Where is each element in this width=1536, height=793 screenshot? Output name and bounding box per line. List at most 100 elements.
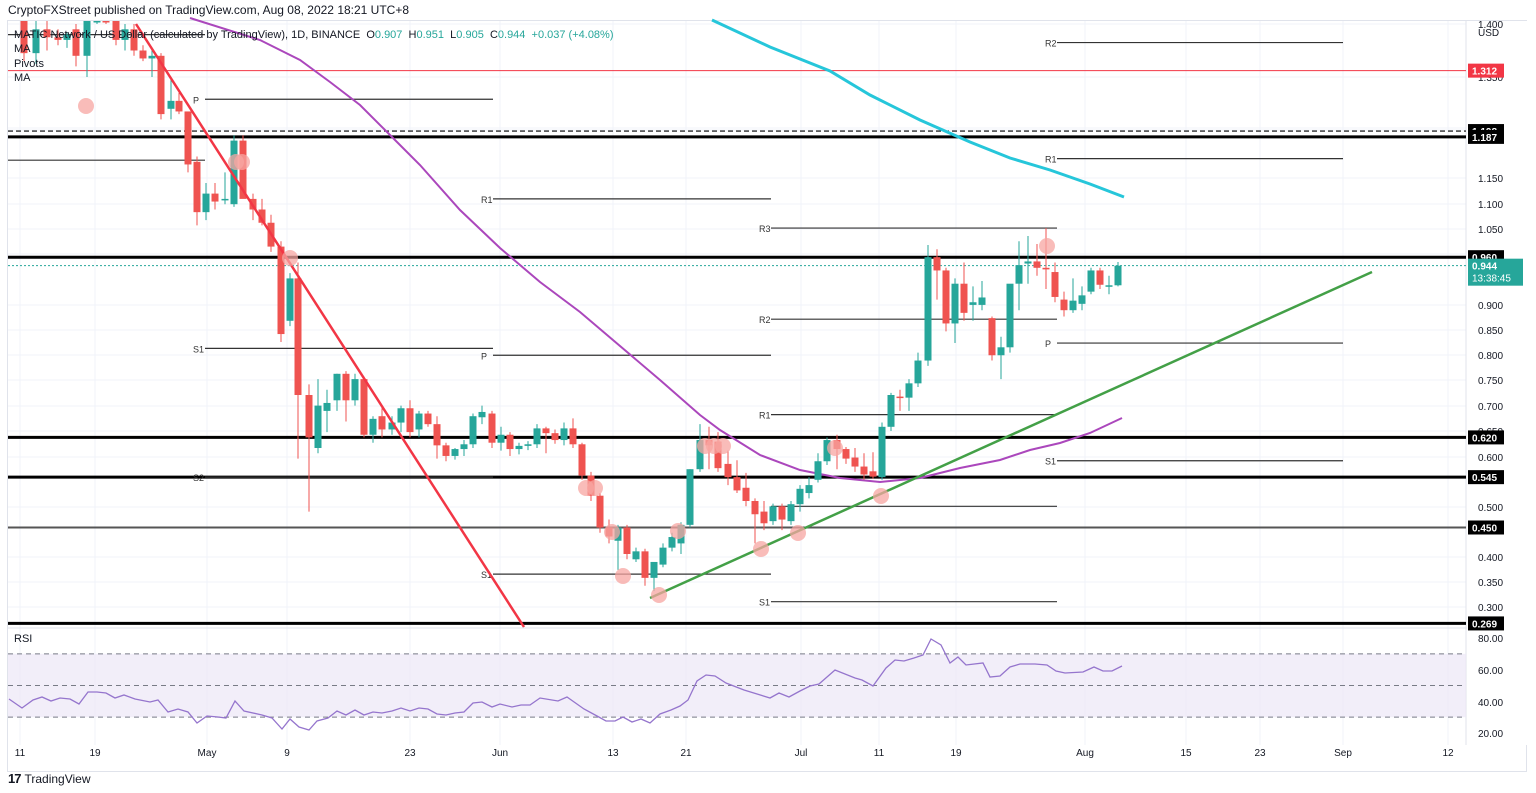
- candle-up: [286, 278, 294, 321]
- pivot-label: R2: [1045, 39, 1057, 49]
- ohlc-open: 0.907: [374, 29, 403, 41]
- candle-up: [1006, 283, 1014, 348]
- pivot-label: P: [481, 351, 487, 361]
- touch-marker: [670, 523, 686, 539]
- candle-down: [988, 318, 996, 356]
- candle-down: [506, 434, 514, 450]
- candle-up: [878, 426, 886, 478]
- time-tick: 19: [950, 748, 962, 759]
- time-tick: 13: [607, 748, 619, 759]
- pivot-label: P: [1045, 339, 1051, 349]
- candle-down: [130, 29, 138, 51]
- candle-up: [969, 302, 977, 305]
- candle-down: [1042, 267, 1050, 270]
- price-tick: 0.800: [1478, 351, 1503, 362]
- price-label-badge: [1468, 129, 1504, 144]
- price-tick: 1.400: [1478, 20, 1503, 31]
- price-label-text: 1.312: [1472, 67, 1497, 78]
- rsi-line: [8, 638, 1123, 731]
- indicator-pivots[interactable]: Pivots: [14, 58, 44, 70]
- candle-down: [1051, 272, 1059, 297]
- price-tick: 1.350: [1478, 73, 1503, 84]
- indicator-ma-2[interactable]: MA: [14, 72, 31, 84]
- ohlc-close: 0.944: [497, 29, 526, 41]
- rsi-tick: 40.00: [1478, 698, 1503, 709]
- pivot-label: S1: [193, 344, 204, 354]
- pivot-label: S1: [1045, 457, 1056, 467]
- price-label-badge: [1468, 520, 1504, 535]
- last-price-value: 0.944: [1472, 262, 1497, 273]
- touch-markers: [78, 98, 1055, 603]
- touch-marker: [827, 440, 843, 456]
- candle-up: [202, 193, 210, 213]
- touch-marker: [873, 488, 889, 504]
- pivot-label: R2: [759, 315, 771, 325]
- candle-down: [20, 21, 28, 54]
- time-axis[interactable]: 11 19 May 9 23 Jun 13 21 Jul 11 19 Aug 15 23 Sep 12: [15, 748, 1454, 759]
- candle-up: [478, 411, 486, 418]
- candle-down: [102, 21, 110, 23]
- pivot-label: R1: [759, 411, 771, 421]
- rsi-band: [8, 653, 1466, 718]
- rsi-tick: 20.00: [1478, 729, 1503, 740]
- candle-down: [406, 408, 414, 433]
- candle-up: [83, 21, 91, 56]
- touch-marker: [234, 154, 250, 170]
- candle-up: [823, 440, 831, 462]
- pivot-lines: P S1 S2 R1 P S1 R3 R2 R1 S1 R2 R1 P S1: [8, 33, 1343, 608]
- touch-marker: [282, 250, 298, 266]
- candle-down: [778, 506, 786, 520]
- candle-up: [887, 395, 895, 427]
- candle-up: [230, 140, 238, 205]
- tradingview-brand: TradingView: [24, 771, 91, 786]
- candle-down: [488, 413, 496, 443]
- price-axis[interactable]: USD1.4001.3501.1501.1001.0501.0000.9000.…: [1467, 20, 1527, 745]
- rsi-tick: 80.00: [1478, 634, 1503, 645]
- pivot-label: R1: [481, 195, 493, 205]
- ohlc-high: 0.951: [416, 29, 445, 41]
- time-tick: 23: [404, 748, 416, 759]
- candle-down: [378, 416, 386, 430]
- price-label-text: 0.269: [1472, 619, 1497, 630]
- pivot-label: S2: [193, 473, 204, 483]
- candle-up: [787, 504, 795, 522]
- candle-up: [533, 428, 541, 445]
- candle-down: [751, 501, 759, 515]
- rsi-tick: 60.00: [1478, 666, 1503, 677]
- candle-down: [724, 463, 732, 478]
- touch-marker: [790, 525, 806, 541]
- candle-up: [323, 402, 331, 411]
- candle-up: [515, 445, 523, 450]
- tradingview-footer: 17 TradingView: [8, 771, 91, 786]
- price-tick: 0.400: [1478, 553, 1503, 564]
- candle-down: [596, 495, 604, 528]
- candle-down: [175, 100, 183, 112]
- candle-down: [542, 428, 550, 434]
- time-tick: 23: [1254, 748, 1266, 759]
- touch-marker: [651, 587, 667, 603]
- candle-up: [1114, 265, 1122, 286]
- candle-up: [668, 537, 676, 548]
- candle-down: [193, 161, 201, 213]
- time-tick: Aug: [1076, 748, 1094, 759]
- candle-up: [451, 449, 459, 456]
- candle-down: [72, 29, 80, 56]
- horizontal-levels: [8, 70, 1466, 625]
- rsi-pane-title[interactable]: RSI: [14, 633, 33, 645]
- candle-down: [569, 428, 577, 445]
- pivot-label: R3: [759, 224, 771, 234]
- indicator-ma-1[interactable]: MA: [14, 43, 31, 55]
- candle-down: [578, 444, 586, 476]
- candle-up: [632, 551, 640, 560]
- candle-up: [1024, 261, 1032, 264]
- candle-down: [305, 395, 313, 438]
- candle-up: [1078, 295, 1086, 304]
- candle-up: [686, 469, 694, 525]
- candle-down: [960, 283, 968, 313]
- pivot-label: S1: [481, 570, 492, 580]
- ohlc-close-label: C: [489, 29, 498, 41]
- symbol-legend: MATIC Network / US Dollar (calculated by…: [14, 29, 614, 41]
- candle-up: [951, 283, 959, 324]
- trendlines[interactable]: [134, 23, 1373, 628]
